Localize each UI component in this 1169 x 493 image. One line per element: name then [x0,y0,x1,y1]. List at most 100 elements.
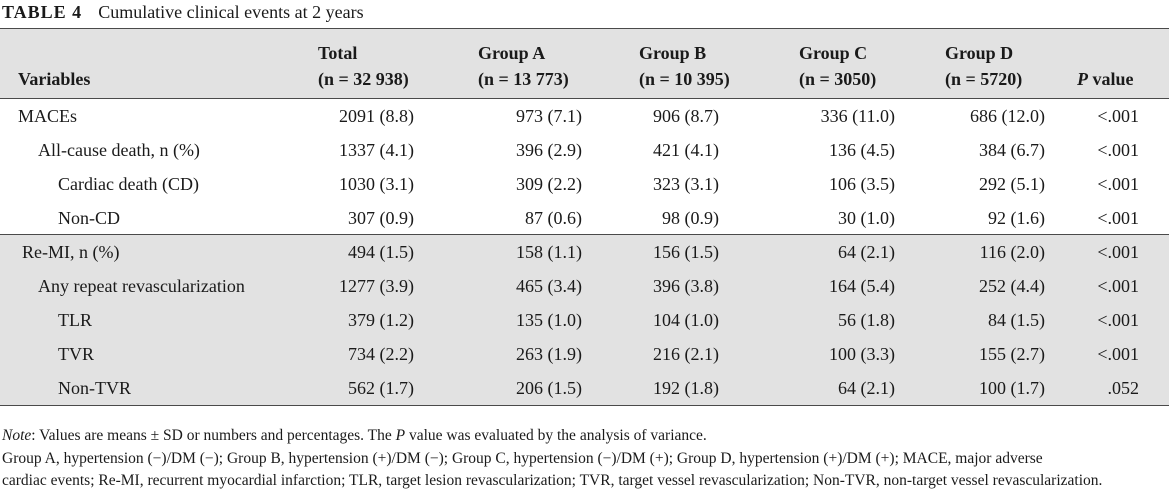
cell-variable: Cardiac death (CD) [58,173,199,194]
cell-group-b: 98 (0.9) [639,201,799,235]
cell-p-value: <.001 [1097,173,1139,194]
cell-value: 1030 (3.1) [339,173,414,194]
cell-total: 307 (0.9) [318,201,478,235]
cell-value: 973 (7.1) [516,105,582,126]
cell-group-c: 30 (1.0) [799,201,945,235]
cell-value: 64 (2.1) [838,242,895,263]
clinical-events-table: Variables Total (n = 32 938) Group A (n = … [0,28,1169,406]
cell-variable: TVR [0,337,318,372]
cell-value: 56 (1.8) [838,310,895,331]
header-row: Variables Total (n = 32 938) Group A (n = … [0,28,1169,99]
cell-variable: TLR [0,303,318,338]
header-group-d: Group D (n = 5720) [945,28,1077,99]
cell-value: 421 (4.1) [653,139,719,160]
cell-total: 1337 (4.1) [318,133,478,167]
cell-group-a: 135 (1.0) [478,303,639,338]
table-row: Any repeat revascularization 1277 (3.9) 46… [0,268,1169,304]
cell-group-c: 136 (4.5) [799,133,945,167]
cell-value: 2091 (8.8) [339,105,414,126]
cell-p-value: <.001 [1077,303,1169,338]
header-variables: Variables [0,28,318,99]
cell-value: 494 (1.5) [348,242,414,263]
cell-group-b: 104 (1.0) [639,303,799,338]
cell-group-d: 92 (1.6) [945,201,1077,235]
cell-p-value: .052 [1077,371,1169,406]
header-total: Total (n = 32 938) [318,28,478,99]
cell-variable: Any repeat revascularization [0,268,318,304]
table-row: Re-MI, n (%) 494 (1.5) 158 (1.1) 156 (1.5) 6… [0,234,1169,269]
table-title: Cumulative clinical events at 2 years [98,2,364,22]
table-row: Non-TVR 562 (1.7) 206 (1.5) 192 (1.8) 64 (2.… [0,371,1169,406]
cell-p-value: <.001 [1077,97,1169,133]
cell-value: 206 (1.5) [516,378,582,399]
cell-group-a: 158 (1.1) [478,234,639,269]
note-line: Note: Values are means ± SD or numbers a… [2,427,707,444]
cell-value: 263 (1.9) [516,344,582,365]
cell-value: 1337 (4.1) [339,139,414,160]
cell-group-b: 216 (2.1) [639,337,799,372]
table-caption: TABLE 4 Cumulative clinical events at 2 y… [2,2,364,22]
cell-value: 686 (12.0) [970,105,1045,126]
cell-value: 906 (8.7) [653,105,719,126]
table-row: Cardiac death (CD) 1030 (3.1) 309 (2.2) 323… [0,167,1169,201]
table-notes: Note: Values are means ± SD or numbers a… [2,425,1168,493]
header-group-c: Group C (n = 3050) [799,28,945,99]
cell-group-a: 309 (2.2) [478,167,639,201]
cell-group-c: 106 (3.5) [799,167,945,201]
cell-group-d: 116 (2.0) [945,234,1077,269]
cell-value: 292 (5.1) [979,173,1045,194]
cell-value: 192 (1.8) [653,378,719,399]
cell-total: 1030 (3.1) [318,167,478,201]
cell-total: 734 (2.2) [318,337,478,372]
cell-value: 1277 (3.9) [339,276,414,297]
cell-group-c: 56 (1.8) [799,303,945,338]
cell-p-value: <.001 [1077,234,1169,269]
cell-group-d: 384 (6.7) [945,133,1077,167]
cell-variable: Non-CD [58,207,120,228]
table-row: MACEs 2091 (8.8) 973 (7.1) 906 (8.7) 336 (11… [0,97,1169,133]
cell-value: 323 (3.1) [653,173,719,194]
cell-group-b: 421 (4.1) [639,133,799,167]
cell-value: 87 (0.6) [525,207,582,228]
cell-group-c: 100 (3.3) [799,337,945,372]
cell-group-c: 64 (2.1) [799,371,945,406]
table-row: TVR 734 (2.2) 263 (1.9) 216 (2.1) 100 (3.3) 1… [0,337,1169,372]
cell-value: 155 (2.7) [979,344,1045,365]
cell-value: 100 (3.3) [829,344,895,365]
cell-group-a: 206 (1.5) [478,371,639,406]
cell-group-b: 156 (1.5) [639,234,799,269]
cell-value: 384 (6.7) [979,139,1045,160]
cell-value: 562 (1.7) [348,378,414,399]
cell-p-value: <.001 [1097,207,1139,228]
abbreviations-line-2: cardiac events; Re-MI, recurrent myocard… [2,472,1103,489]
cell-value: 104 (1.0) [653,310,719,331]
cell-group-a: 87 (0.6) [478,201,639,235]
cell-total: 379 (1.2) [318,303,478,338]
cell-variable: Re-MI, n (%) [0,234,318,269]
cell-total: 562 (1.7) [318,371,478,406]
cell-group-d: 155 (2.7) [945,337,1077,372]
header-p-value: P value [1077,28,1169,99]
cell-value: 92 (1.6) [988,207,1045,228]
cell-group-c: 336 (11.0) [799,97,945,133]
cell-value: 64 (2.1) [838,378,895,399]
cell-value: 100 (1.7) [979,378,1045,399]
cell-variable: Non-TVR [0,371,318,406]
cell-value: 98 (0.9) [662,207,719,228]
cell-value: 396 (2.9) [516,139,582,160]
cell-value: 136 (4.5) [829,139,895,160]
table-label: TABLE 4 [2,2,83,22]
cell-group-d: 292 (5.1) [945,167,1077,201]
cell-value: 84 (1.5) [988,310,1045,331]
cell-value: 135 (1.0) [516,310,582,331]
cell-p-value: <.001 [1077,268,1169,304]
cell-group-a: 263 (1.9) [478,337,639,372]
cell-group-c: 64 (2.1) [799,234,945,269]
cell-value: 158 (1.1) [516,242,582,263]
cell-value: 734 (2.2) [348,344,414,365]
header-group-a: Group A (n = 13 773) [478,28,639,99]
cell-total: 494 (1.5) [318,234,478,269]
cell-value: 465 (3.4) [516,276,582,297]
table-row: Non-CD 307 (0.9) 87 (0.6) 98 (0.9) 30 (1.0) 9… [0,201,1169,235]
table-row: TLR 379 (1.2) 135 (1.0) 104 (1.0) 56 (1.8) 84… [0,303,1169,338]
